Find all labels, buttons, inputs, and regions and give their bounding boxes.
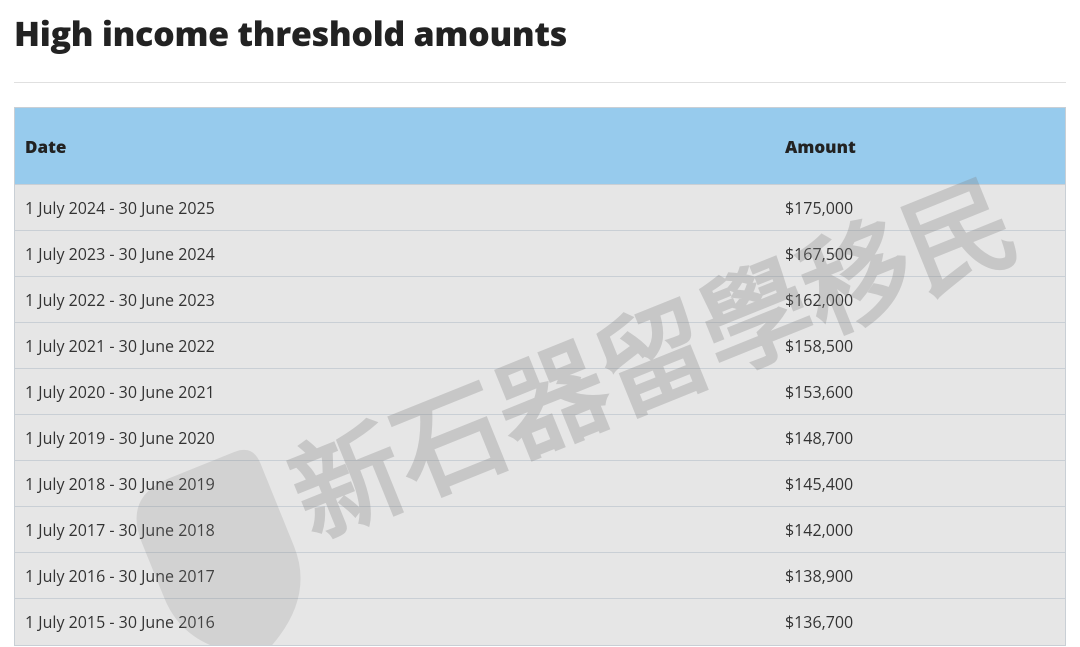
rule-divider	[14, 82, 1066, 83]
cell-amount: $145,400	[775, 473, 1065, 495]
cell-date: 1 July 2022 - 30 June 2023	[15, 289, 775, 311]
cell-amount: $175,000	[775, 197, 1065, 219]
col-header-date: Date	[15, 135, 775, 158]
cell-date: 1 July 2018 - 30 June 2019	[15, 473, 775, 495]
cell-amount: $162,000	[775, 289, 1065, 311]
table-header-row: Date Amount	[15, 107, 1065, 185]
cell-date: 1 July 2015 - 30 June 2016	[15, 611, 775, 633]
cell-amount: $142,000	[775, 519, 1065, 541]
cell-amount: $138,900	[775, 565, 1065, 587]
cell-date: 1 July 2023 - 30 June 2024	[15, 243, 775, 265]
cell-amount: $167,500	[775, 243, 1065, 265]
page-title: High income threshold amounts	[14, 10, 1066, 56]
threshold-table: 新石器留學移民 Date Amount 1 July 2024 - 30 Jun…	[14, 107, 1066, 646]
cell-date: 1 July 2020 - 30 June 2021	[15, 381, 775, 403]
table-row: 1 July 2019 - 30 June 2020$148,700	[15, 415, 1065, 461]
cell-date: 1 July 2021 - 30 June 2022	[15, 335, 775, 357]
col-header-amount: Amount	[775, 135, 1065, 158]
table-row: 1 July 2024 - 30 June 2025$175,000	[15, 185, 1065, 231]
table-row: 1 July 2017 - 30 June 2018$142,000	[15, 507, 1065, 553]
table-row: 1 July 2023 - 30 June 2024$167,500	[15, 231, 1065, 277]
table-row: 1 July 2020 - 30 June 2021$153,600	[15, 369, 1065, 415]
table-row: 1 July 2021 - 30 June 2022$158,500	[15, 323, 1065, 369]
cell-date: 1 July 2016 - 30 June 2017	[15, 565, 775, 587]
table-row: 1 July 2015 - 30 June 2016$136,700	[15, 599, 1065, 645]
cell-date: 1 July 2024 - 30 June 2025	[15, 197, 775, 219]
cell-amount: $158,500	[775, 335, 1065, 357]
cell-amount: $153,600	[775, 381, 1065, 403]
table-row: 1 July 2022 - 30 June 2023$162,000	[15, 277, 1065, 323]
table-row: 1 July 2016 - 30 June 2017$138,900	[15, 553, 1065, 599]
cell-amount: $148,700	[775, 427, 1065, 449]
cell-amount: $136,700	[775, 611, 1065, 633]
table-row: 1 July 2018 - 30 June 2019$145,400	[15, 461, 1065, 507]
cell-date: 1 July 2019 - 30 June 2020	[15, 427, 775, 449]
cell-date: 1 July 2017 - 30 June 2018	[15, 519, 775, 541]
